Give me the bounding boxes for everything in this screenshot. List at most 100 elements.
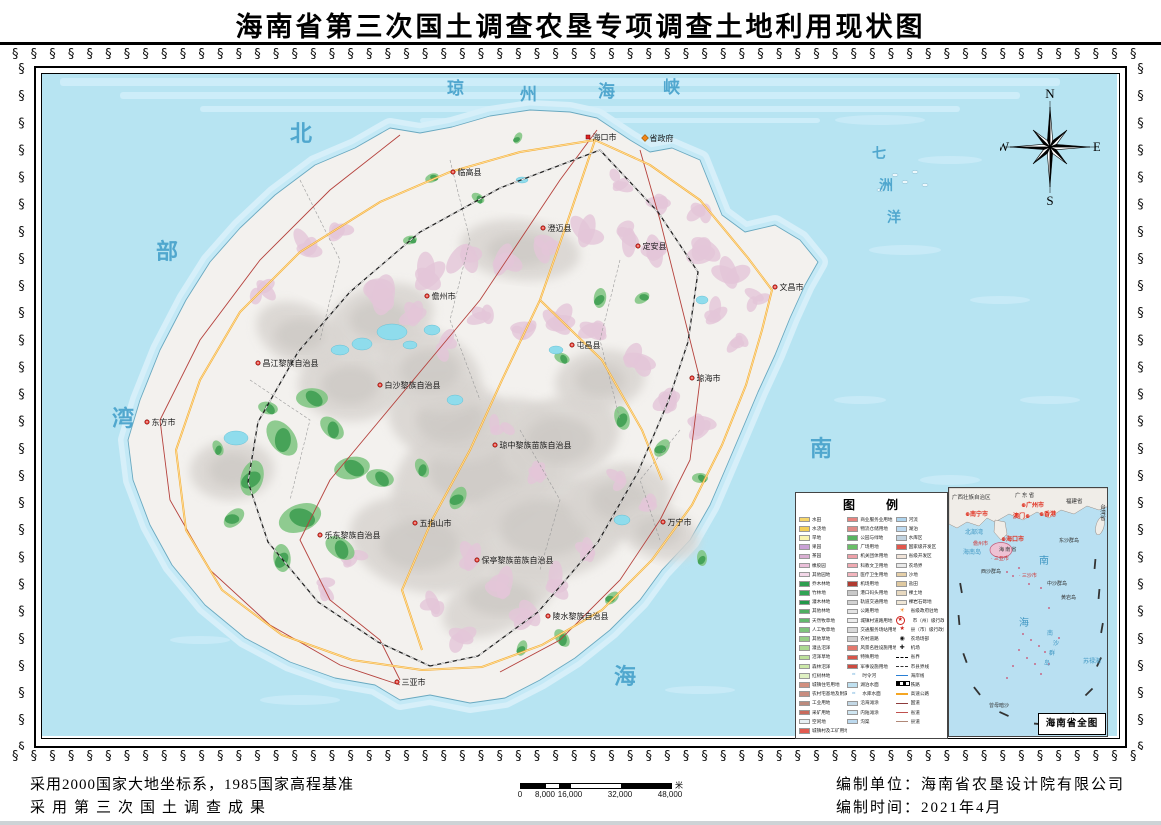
railway-dash xyxy=(247,149,601,667)
legend-item: 其他草地 xyxy=(799,634,847,643)
legend-label: 机场用地 xyxy=(860,580,879,586)
legend-label: 沿海滩涂 xyxy=(860,700,879,706)
inset-label: 台湾省 xyxy=(1099,504,1105,521)
legend-label: 裸土地 xyxy=(908,590,923,596)
inset-label: ⊕海口市 xyxy=(1001,537,1025,543)
city-marker-group: 三亚市 xyxy=(394,677,426,687)
legend-label: 盐田 xyxy=(908,580,918,586)
legend-item: 省道 xyxy=(896,708,944,717)
city-label: 文昌市 xyxy=(780,282,804,292)
legend-label: 公路用地 xyxy=(860,608,879,614)
terrain-core xyxy=(575,363,625,397)
legend-item: 特殊用地 xyxy=(847,653,895,662)
legend-item: 采矿用地 xyxy=(799,708,847,717)
pink-landuse-patch xyxy=(652,391,681,411)
city-marker-group: 澄迈县 xyxy=(540,223,572,233)
scale-segment xyxy=(571,784,621,788)
legend-item: 灌木林地 xyxy=(799,598,847,607)
legend-swatch xyxy=(847,709,859,716)
inset-label: 广西壮族自治区 xyxy=(952,495,991,501)
reservoir xyxy=(402,340,418,350)
legend-label: 省道 xyxy=(910,709,920,715)
city-label: 东方市 xyxy=(152,417,176,427)
green-forest-core xyxy=(639,294,649,301)
inset-islet-dot xyxy=(1012,665,1014,667)
city-label: 万宁市 xyxy=(668,517,692,527)
inset-islet-dot xyxy=(1048,663,1050,665)
legend-box: 图 例 水田 水浇地 旱地 果园 茶园 橡胶园 其他园地 乔木林地 竹林地 灌木林地 其他林地 天然牧… xyxy=(795,492,948,739)
reservoir xyxy=(613,514,631,526)
inset-islet-dot xyxy=(1034,663,1036,665)
legend-swatch xyxy=(847,645,859,651)
dash-symbol xyxy=(896,663,909,670)
legend-label: 灌木林地 xyxy=(812,599,831,605)
city-label: 临高县 xyxy=(458,167,482,177)
green-forest-core xyxy=(305,390,323,407)
pink-landuse-patch xyxy=(655,195,668,215)
inset-label: 海南岛 xyxy=(963,550,982,556)
map-frame-outer xyxy=(34,66,1127,748)
legend-label: 天然牧草地 xyxy=(812,617,835,623)
inset-map-title: 海南省全图 xyxy=(1038,713,1106,735)
inset-label: 南 xyxy=(1047,631,1054,637)
inset-islet-dot xyxy=(1006,571,1008,573)
title-rule xyxy=(0,42,1161,45)
inset-islet-dot xyxy=(1026,657,1028,659)
national-road xyxy=(159,134,401,686)
inset-islet-dot xyxy=(1040,587,1042,589)
legend-swatch xyxy=(895,599,907,606)
legend-label: 橡胶园 xyxy=(812,562,826,568)
pink-landuse-patch xyxy=(616,220,635,237)
legend-label: 空闲地 xyxy=(812,718,826,724)
pink-landuse-patch xyxy=(331,223,355,236)
dotstar-symbol: ◉ xyxy=(899,635,905,642)
pink-landuse-patch xyxy=(719,256,738,289)
green-forest-core xyxy=(408,236,417,244)
legend-swatch xyxy=(895,516,907,523)
legend-item: 科教文卫用地 xyxy=(847,561,895,570)
legend-item: 城镇村及工矿用地 xyxy=(799,726,847,735)
sea-streak xyxy=(1020,396,1080,404)
sea-label: 琼 xyxy=(447,78,464,98)
inset-mainland xyxy=(949,488,1107,529)
compass-letter-e: E xyxy=(1093,139,1100,154)
legend-item: 森林沼泽 xyxy=(799,662,847,671)
decorative-border-left: § § § § § § § § § § § § § § § § § § § § … xyxy=(14,62,29,750)
legend-item: 裸岩石砾地 xyxy=(895,598,944,607)
legend-label: 其他林地 xyxy=(812,608,831,614)
legend-item: 沼泽草地 xyxy=(799,653,847,662)
sun-symbol: ☀ xyxy=(899,607,905,614)
legend-label: 农场界 xyxy=(908,562,923,568)
sea-streak xyxy=(170,636,230,644)
legend-item: ◉ 农场场部 xyxy=(896,634,944,643)
legend-swatch xyxy=(895,590,907,596)
sea-streak xyxy=(665,686,735,694)
sea-streak xyxy=(970,296,1030,304)
legend-swatch xyxy=(799,562,810,569)
legend-item: 天然牧草地 xyxy=(799,616,847,625)
legend-label: 省级政府驻地 xyxy=(910,608,939,614)
city-marker-group: 昌江黎族自治县 xyxy=(255,358,319,368)
legend-swatch xyxy=(799,599,810,606)
sea-streak xyxy=(920,475,980,485)
city-label: 白沙黎族自治县 xyxy=(385,380,441,390)
legend-label: 水田 xyxy=(812,516,822,522)
green-forest-core xyxy=(224,514,240,524)
city-label: 琼海市 xyxy=(697,373,721,383)
terrain-core xyxy=(380,519,460,571)
sea-label: 峡 xyxy=(663,77,681,97)
sea-label: 七 xyxy=(872,146,886,162)
legend-swatch xyxy=(895,581,907,587)
sea-label: 州 xyxy=(519,85,537,104)
city-marker-group: 乐东黎族自治县 xyxy=(317,530,381,540)
legend-item: 橡胶园 xyxy=(799,561,847,570)
legend-item: ☀ 省级政府驻地 xyxy=(896,607,944,616)
islet xyxy=(911,170,919,174)
legend-label: 红树林地 xyxy=(812,672,831,678)
reservoir xyxy=(223,430,249,446)
legend-label: 河流 xyxy=(908,516,918,522)
inset-label: 海 南 省 xyxy=(999,548,1017,553)
nine-dash-segment xyxy=(962,652,968,664)
legend-label: 海岸线 xyxy=(910,672,925,678)
city-marker-group: 临高县 xyxy=(450,167,482,177)
